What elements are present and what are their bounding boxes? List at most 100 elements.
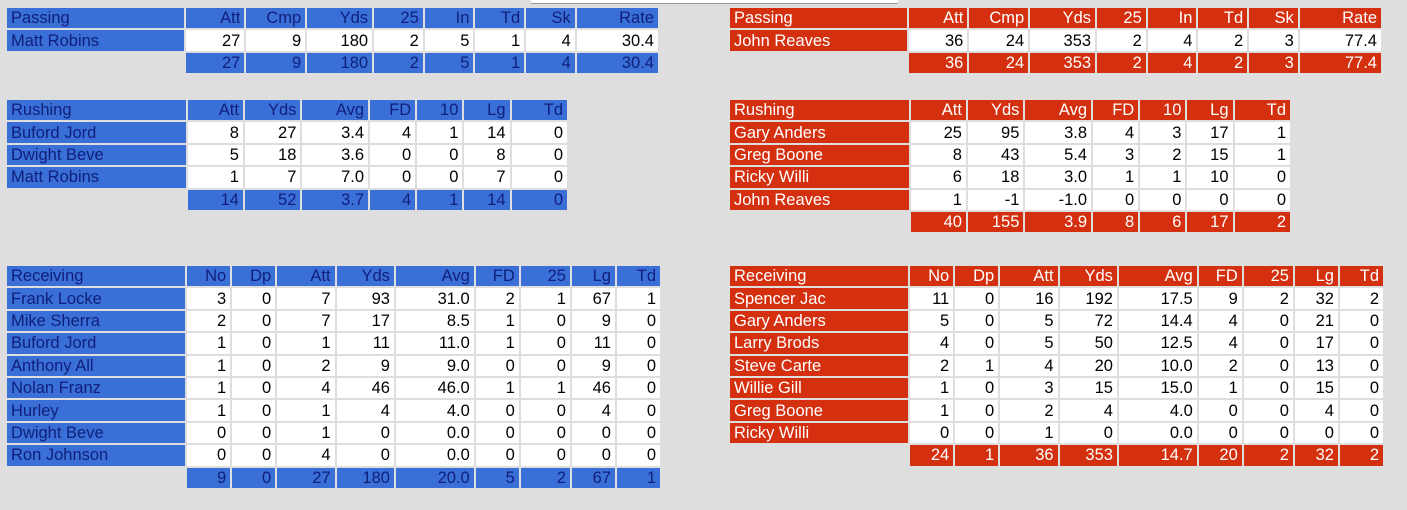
- column-header: 25: [1097, 8, 1146, 29]
- stat-cell: 15.0: [1118, 377, 1197, 399]
- totals-spacer: [730, 445, 908, 465]
- home-receiving-table: Receiving No Dp Att Yds Avg FD 25 Lg Td Spencer Ja…: [728, 264, 1385, 468]
- stat-cell: 17: [336, 310, 394, 332]
- stat-cell: 4.0: [395, 400, 474, 421]
- stat-cell: 11: [571, 333, 615, 354]
- stat-cell: 43: [967, 144, 1024, 166]
- player-name: Ron Johnson: [7, 445, 186, 466]
- section-title: Receiving: [730, 266, 909, 287]
- stat-cell: 5.4: [1025, 144, 1092, 166]
- total-cell: 32: [1294, 445, 1338, 466]
- stat-cell: 11: [910, 288, 954, 309]
- stat-cell: 8: [187, 122, 243, 143]
- stat-cell: 1: [955, 355, 999, 376]
- column-header: Cmp: [969, 8, 1029, 29]
- totals-spacer: [7, 468, 185, 488]
- player-name: Hurley: [7, 400, 186, 421]
- totals-row: 36 24 353 2 4 2 3 77.4: [730, 52, 1381, 74]
- table-row: Ricky Willi 0 0 1 0 0.0 0 0 0 0: [730, 422, 1383, 444]
- stat-cell: 0: [475, 445, 519, 466]
- stat-cell: 0: [616, 333, 660, 354]
- total-cell: 2: [1339, 445, 1383, 466]
- stat-cell: 0: [616, 355, 660, 376]
- table-row: Willie Gill 1 0 3 15 15.0 1 0 15 0: [730, 377, 1383, 399]
- stat-cell: 2: [1097, 30, 1146, 51]
- column-header: Avg: [302, 100, 369, 121]
- total-cell: 14.7: [1118, 445, 1197, 466]
- table-row: Greg Boone 1 0 2 4 4.0 0 0 4 0: [730, 400, 1383, 421]
- player-name: Mike Sherra: [7, 310, 186, 332]
- table-row: Greg Boone 8 43 5.4 3 2 15 1: [730, 144, 1290, 166]
- column-header: Rate: [1299, 8, 1381, 29]
- stat-cell: 0: [955, 422, 999, 444]
- stat-cell: 1: [1140, 167, 1186, 188]
- column-header: Yds: [307, 8, 373, 29]
- player-name: Matt Robins: [7, 167, 186, 188]
- stat-cell: 0: [910, 422, 954, 444]
- column-header: Lg: [1187, 100, 1233, 121]
- stat-cell: 25: [910, 122, 966, 143]
- stat-cell: 3: [1140, 122, 1186, 143]
- stat-cell: 0: [1339, 400, 1383, 421]
- totals-spacer: [730, 53, 907, 73]
- column-header: Att: [187, 100, 243, 121]
- column-header: No: [187, 266, 231, 287]
- stat-cell: 0: [187, 422, 231, 444]
- table-row: Matt Robins 1 7 7.0 0 0 7 0: [7, 167, 567, 188]
- total-cell: 0: [511, 189, 567, 210]
- player-name: Gary Anders: [730, 310, 909, 332]
- stat-cell: 4: [1198, 333, 1242, 354]
- total-cell: 180: [307, 52, 373, 74]
- stat-cell: 1: [277, 333, 335, 354]
- total-cell: 9: [187, 467, 231, 488]
- stat-cell: 10.0: [1118, 355, 1197, 376]
- player-name: Greg Boone: [730, 144, 909, 166]
- total-cell: 5: [475, 467, 519, 488]
- stat-cell: 0: [187, 445, 231, 466]
- column-header: Td: [616, 266, 660, 287]
- stat-cell: 0: [1243, 333, 1293, 354]
- stat-cell: 0: [1243, 400, 1293, 421]
- table-row: Frank Locke 3 0 7 93 31.0 2 1 67 1: [7, 288, 660, 309]
- stat-cell: 18: [967, 167, 1024, 188]
- stat-cell: 0: [511, 167, 567, 188]
- total-cell: 353: [1059, 445, 1117, 466]
- column-header: Cmp: [246, 8, 306, 29]
- stat-cell: 1: [475, 377, 519, 399]
- stat-cell: 0: [475, 400, 519, 421]
- stat-cell: 0: [1243, 377, 1293, 399]
- column-header: FD: [1198, 266, 1242, 287]
- stat-cell: 4: [1198, 310, 1242, 332]
- stat-cell: 95: [967, 122, 1024, 143]
- column-header: Td: [1339, 266, 1383, 287]
- column-header: Yds: [1030, 8, 1096, 29]
- column-header: Sk: [1249, 8, 1298, 29]
- section-title: Passing: [7, 8, 184, 29]
- column-header: Yds: [967, 100, 1024, 121]
- stat-cell: 0: [955, 310, 999, 332]
- stat-cell: 2: [187, 310, 231, 332]
- stat-cell: 93: [336, 288, 394, 309]
- stat-cell: 2: [1243, 288, 1293, 309]
- stat-cell: 0: [232, 355, 276, 376]
- table-row: Dwight Beve 5 18 3.6 0 0 8 0: [7, 144, 567, 166]
- stat-cell: 0: [417, 167, 463, 188]
- totals-spacer: [730, 212, 909, 232]
- stat-cell: 9.0: [395, 355, 474, 376]
- away-passing-table: Passing Att Cmp Yds 25 In Td Sk Rate Matt Robins 2…: [5, 6, 660, 75]
- stat-cell: 1: [187, 167, 243, 188]
- stat-cell: 0: [511, 122, 567, 143]
- total-cell: 9: [246, 52, 306, 74]
- stat-cell: 8.5: [395, 310, 474, 332]
- stat-cell: 2: [1198, 355, 1242, 376]
- stat-cell: 0: [511, 144, 567, 166]
- stat-cell: 0: [520, 400, 570, 421]
- stat-cell: 0: [1093, 189, 1139, 210]
- column-header: 25: [1243, 266, 1293, 287]
- column-header: Att: [908, 8, 968, 29]
- total-cell: 2: [1243, 445, 1293, 466]
- table-row: Ron Johnson 0 0 4 0 0.0 0 0 0 0: [7, 445, 660, 466]
- player-name: Greg Boone: [730, 400, 909, 421]
- stat-cell: 0: [417, 144, 463, 166]
- table-row: Spencer Jac 11 0 16 192 17.5 9 2 32 2: [730, 288, 1383, 309]
